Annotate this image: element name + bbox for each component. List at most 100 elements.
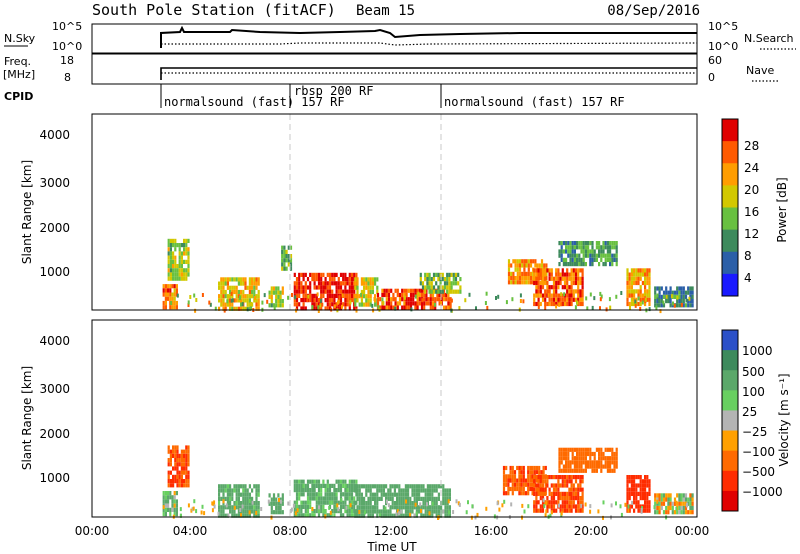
range-cell bbox=[321, 302, 324, 307]
range-cell bbox=[333, 488, 336, 493]
range-cell bbox=[591, 451, 594, 457]
range-cell bbox=[300, 285, 303, 290]
range-cell bbox=[231, 306, 234, 311]
range-cell bbox=[246, 488, 249, 493]
range-cell bbox=[435, 501, 438, 506]
range-cell bbox=[431, 492, 434, 497]
range-cell bbox=[613, 257, 616, 262]
range-cell bbox=[511, 486, 514, 492]
range-cell bbox=[682, 510, 685, 515]
range-cell bbox=[285, 249, 288, 254]
range-cell bbox=[539, 508, 542, 513]
range-cell bbox=[673, 497, 677, 502]
range-cell bbox=[565, 245, 568, 250]
range-cell bbox=[229, 289, 232, 295]
range-cell bbox=[180, 458, 183, 463]
range-cell bbox=[167, 495, 170, 500]
range-cell bbox=[635, 496, 638, 501]
range-cell bbox=[541, 285, 545, 290]
range-cell bbox=[235, 289, 238, 295]
range-cell bbox=[261, 300, 264, 305]
range-cell bbox=[531, 474, 534, 479]
range-cell bbox=[541, 479, 545, 484]
range-cell bbox=[313, 496, 316, 501]
range-cell bbox=[626, 293, 629, 298]
range-cell bbox=[279, 290, 282, 295]
range-cell bbox=[380, 513, 383, 518]
range-cell bbox=[413, 488, 416, 493]
range-cell bbox=[595, 257, 598, 262]
range-cell bbox=[293, 302, 296, 307]
range-cell bbox=[637, 483, 640, 488]
range-cell bbox=[244, 285, 247, 290]
range-cell bbox=[279, 510, 282, 515]
range-cell bbox=[218, 492, 221, 497]
range-cell bbox=[644, 276, 647, 281]
range-cell bbox=[635, 297, 638, 302]
range-cell bbox=[548, 285, 551, 290]
range-cell bbox=[600, 468, 603, 473]
range-cell bbox=[279, 303, 282, 308]
range-cell bbox=[222, 298, 225, 303]
range-cell bbox=[169, 458, 172, 463]
range-cell bbox=[667, 294, 670, 299]
range-cell bbox=[328, 505, 331, 510]
range-cell bbox=[437, 285, 440, 290]
range-cell bbox=[512, 280, 515, 285]
range-cell bbox=[302, 285, 305, 290]
range-cell bbox=[403, 292, 406, 298]
range-cell bbox=[563, 297, 567, 302]
range-cell bbox=[174, 458, 177, 463]
range-cell bbox=[438, 301, 441, 306]
range-cell bbox=[582, 241, 585, 246]
range-cell bbox=[348, 488, 351, 493]
range-cell bbox=[577, 297, 580, 302]
range-cell bbox=[229, 294, 232, 299]
range-cell bbox=[389, 492, 392, 497]
range-cell bbox=[518, 465, 521, 471]
range-cell bbox=[313, 277, 316, 282]
range-cell bbox=[568, 475, 571, 480]
range-cell bbox=[555, 500, 558, 505]
range-cell bbox=[172, 474, 175, 479]
range-cell bbox=[337, 479, 340, 484]
range-cell bbox=[570, 500, 573, 505]
range-cell bbox=[595, 468, 598, 473]
power-cb-tick-12: 12 bbox=[744, 227, 759, 241]
range-cell bbox=[418, 297, 421, 302]
range-cell bbox=[591, 262, 594, 267]
range-cell bbox=[433, 509, 436, 514]
range-cell bbox=[425, 301, 428, 306]
range-cell bbox=[393, 492, 396, 497]
range-cell bbox=[539, 496, 542, 501]
range-cell bbox=[665, 290, 668, 295]
range-cell bbox=[237, 298, 240, 303]
range-cell bbox=[581, 487, 584, 492]
range-cell bbox=[392, 292, 395, 298]
range-cell bbox=[363, 294, 366, 299]
range-cell bbox=[185, 449, 188, 454]
range-cell bbox=[422, 513, 425, 518]
range-cell bbox=[167, 470, 170, 475]
range-cell bbox=[574, 487, 578, 492]
range-cell bbox=[539, 487, 542, 492]
range-cell bbox=[387, 297, 391, 302]
range-cell bbox=[497, 294, 500, 299]
range-cell bbox=[448, 513, 451, 518]
range-cell bbox=[270, 510, 273, 515]
range-cell bbox=[360, 492, 363, 497]
range-cell bbox=[337, 299, 340, 304]
range-cell bbox=[348, 277, 351, 282]
range-cell bbox=[591, 460, 594, 465]
range-cell bbox=[302, 298, 305, 303]
range-cell bbox=[371, 505, 374, 510]
range-cell bbox=[516, 478, 519, 483]
range-cell bbox=[644, 508, 647, 513]
range-cell bbox=[178, 458, 181, 463]
range-cell bbox=[329, 510, 332, 515]
range-cell bbox=[537, 475, 540, 480]
range-cell bbox=[646, 289, 649, 294]
range-cell bbox=[552, 508, 556, 513]
range-cell bbox=[376, 292, 380, 298]
range-cell bbox=[277, 286, 280, 291]
